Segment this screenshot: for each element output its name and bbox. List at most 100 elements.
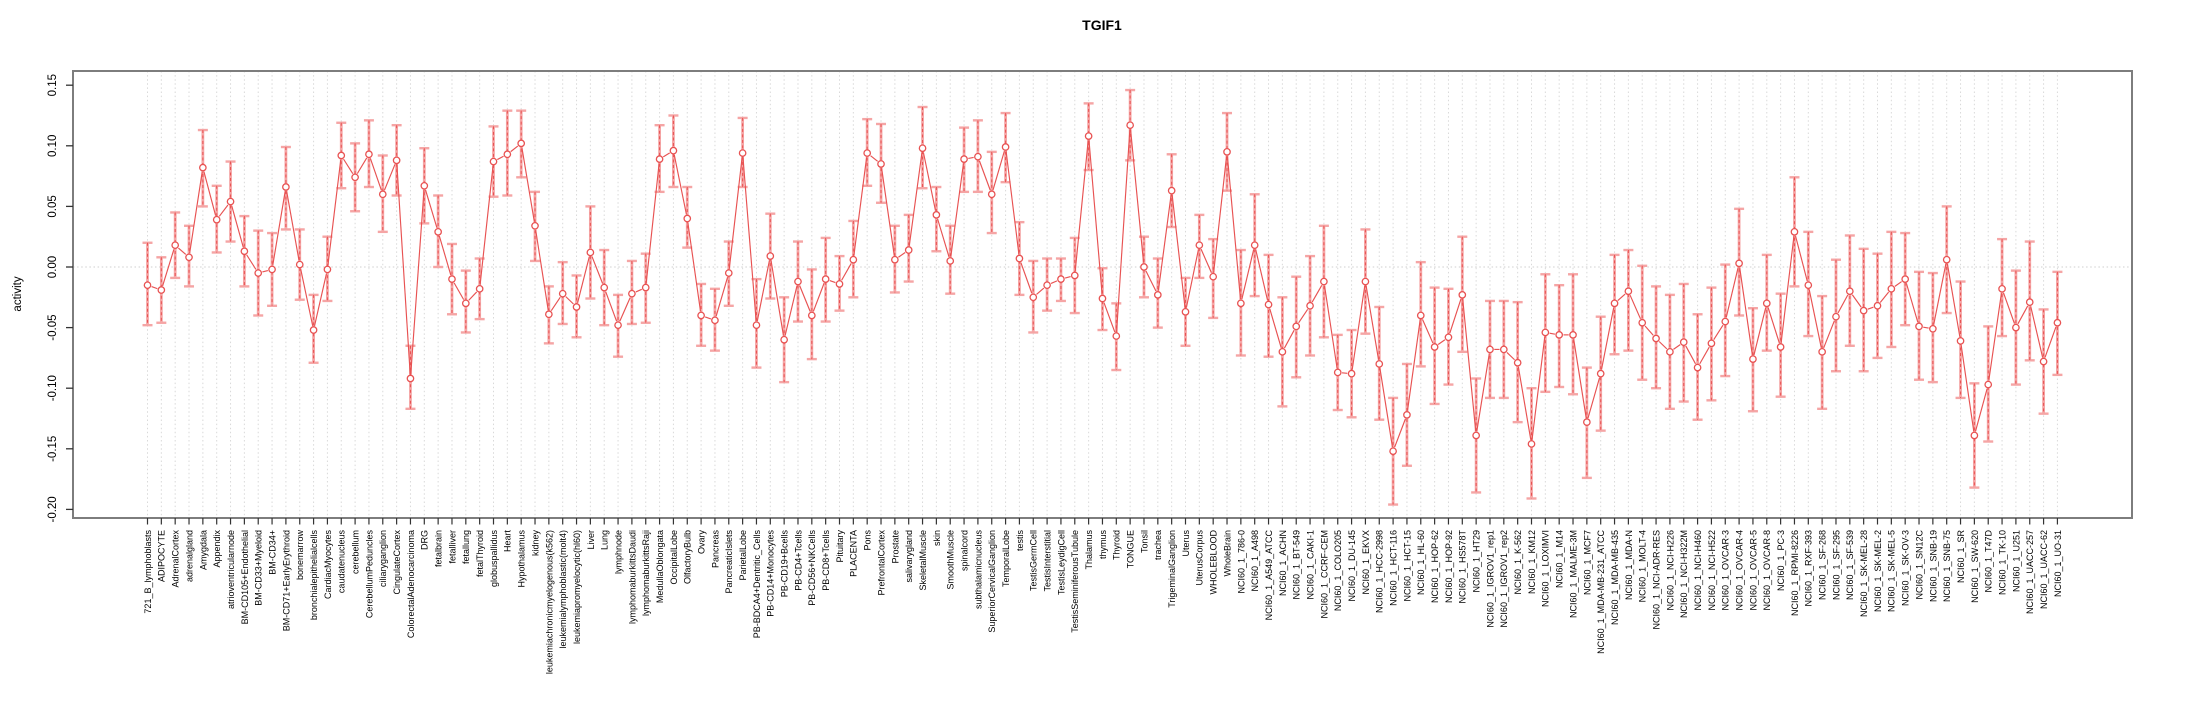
x-tick-label: PLACENTA <box>849 530 859 577</box>
data-point <box>1652 334 1660 343</box>
x-tick-label: PB-CD4+Tcells <box>793 530 803 591</box>
series-segment <box>1116 129 1131 332</box>
y-axis: 0.15 0.10 0.05 0.00 -0.05 -0.10 -0.15 -0.20 <box>47 74 73 523</box>
data-point <box>724 269 733 277</box>
x-tick-label: NCI60_1_OVCAR-4 <box>1735 530 1745 611</box>
y-tick-label: 0.05 <box>47 195 59 217</box>
data-point <box>1929 324 1937 333</box>
series-segment <box>1255 249 1269 301</box>
series-segment <box>1462 299 1477 432</box>
series-segment <box>1020 262 1033 294</box>
x-tick-label: salivarygland <box>904 530 914 583</box>
data-point <box>531 221 539 230</box>
series-segment <box>246 254 257 270</box>
data-point <box>1942 255 1951 264</box>
series-segment <box>1517 366 1532 440</box>
data-point <box>1140 263 1148 271</box>
series-segment <box>1185 249 1200 308</box>
x-tick-label: NCI60_1_SK-OV-3 <box>1901 530 1911 606</box>
data-point <box>461 299 470 308</box>
series-segment <box>1476 353 1490 432</box>
series-segment <box>1600 307 1615 370</box>
series-segment <box>898 252 906 258</box>
x-tick-label: NCI60_1_HCT-116 <box>1389 530 1399 606</box>
data-point <box>1845 287 1854 296</box>
data-point <box>1001 143 1010 151</box>
series-segment <box>1050 280 1058 284</box>
data-point <box>1375 360 1384 368</box>
data-point <box>1458 291 1467 299</box>
x-tick-label: testis <box>1015 530 1025 552</box>
x-tick-label: NCI60_1_NCI-H522 <box>1707 530 1717 611</box>
series-segment <box>1658 341 1668 350</box>
y-tick-label: -0.05 <box>47 314 59 340</box>
series-segment <box>1739 267 1753 355</box>
series-segment <box>2030 306 2044 358</box>
x-tick-label: NCI60_1_CCRF-CEM <box>1319 530 1329 619</box>
x-tick-label: lymphnode <box>613 530 623 574</box>
x-tick-label: fetallung <box>461 530 471 564</box>
x-tick-label: NCI60_1_SN12C <box>1914 530 1924 600</box>
series-segment <box>1269 308 1282 348</box>
data-point <box>1167 186 1176 195</box>
series-segment <box>203 171 217 216</box>
data-point <box>1610 299 1619 308</box>
series-segment <box>300 268 314 326</box>
x-tick-label: NCI60_1_SF-539 <box>1845 530 1855 600</box>
x-tick-label: NCI60_1_RPMI-8226 <box>1790 530 1800 616</box>
data-point <box>974 152 982 161</box>
x-tick-label: lymphomaburkittsRaji <box>641 530 651 616</box>
x-tick-label: Tonsil <box>1139 530 1149 553</box>
data-point <box>392 156 401 165</box>
series-segment <box>424 189 438 228</box>
x-tick-label: NCI60_1_RXF-393 <box>1804 530 1814 607</box>
x-tick-label: NCI60_1_IGROV1_rep1 <box>1485 530 1495 628</box>
data-point <box>157 286 166 294</box>
series-segment <box>327 159 342 266</box>
x-tick-label: lymphomaburkittsDaudi <box>627 530 637 624</box>
data-point <box>628 289 636 298</box>
x-tick-label: NCI60_1_MCF7 <box>1582 530 1592 595</box>
series-segment <box>635 288 643 293</box>
data-point <box>1057 275 1065 283</box>
series-segment <box>162 249 175 287</box>
series-segment <box>1088 140 1103 295</box>
x-tick-label: NCI60_1_DU-145 <box>1347 530 1357 602</box>
data-point <box>780 335 788 344</box>
x-tick-label: Pituitary <box>835 530 845 563</box>
series-segment <box>231 205 244 248</box>
series-segment <box>1673 344 1681 350</box>
series-segment <box>1311 284 1323 303</box>
x-tick-label: leukemiachronicmyelogenous(k562) <box>544 530 554 674</box>
data-point <box>683 214 692 223</box>
x-tick-label: TestisSeminiferousTubule <box>1070 530 1080 633</box>
data-point <box>2012 323 2020 332</box>
x-tick-label: atrioventricularnode <box>226 530 236 609</box>
series-segment <box>286 191 300 261</box>
x-tick-label: caudatenucleus <box>337 530 347 594</box>
x-tick-label: NCI60_1_SK-MEL-28 <box>1859 530 1869 617</box>
series-segment <box>1685 345 1697 365</box>
x-tick-label: ColorectalAdenocarcinoma <box>406 530 416 638</box>
series-segment <box>1823 320 1835 349</box>
series-segment <box>1379 368 1393 448</box>
series-segment <box>343 158 354 174</box>
data-point <box>794 277 802 286</box>
data-point <box>655 155 664 163</box>
data-point <box>268 265 276 274</box>
series-segment <box>1946 263 1961 337</box>
x-tick-label: NCI60_1_M14 <box>1555 530 1565 588</box>
x-tick-label: NCI60_1_SR <box>1956 530 1966 584</box>
data-point <box>752 321 761 330</box>
series-segment <box>1905 283 1919 323</box>
series-segment <box>853 157 868 256</box>
x-tick-label: NCI60_1_OVCAR-8 <box>1762 530 1772 611</box>
data-point <box>1624 287 1633 296</box>
data-point <box>1015 254 1024 263</box>
x-tick-label: spinalcord <box>959 530 969 571</box>
data-point <box>475 284 484 293</box>
data-point <box>1389 447 1397 456</box>
x-tick-label: TestisLeydigCell <box>1056 530 1066 595</box>
data-point <box>1278 347 1287 356</box>
series-segment <box>1725 267 1739 318</box>
